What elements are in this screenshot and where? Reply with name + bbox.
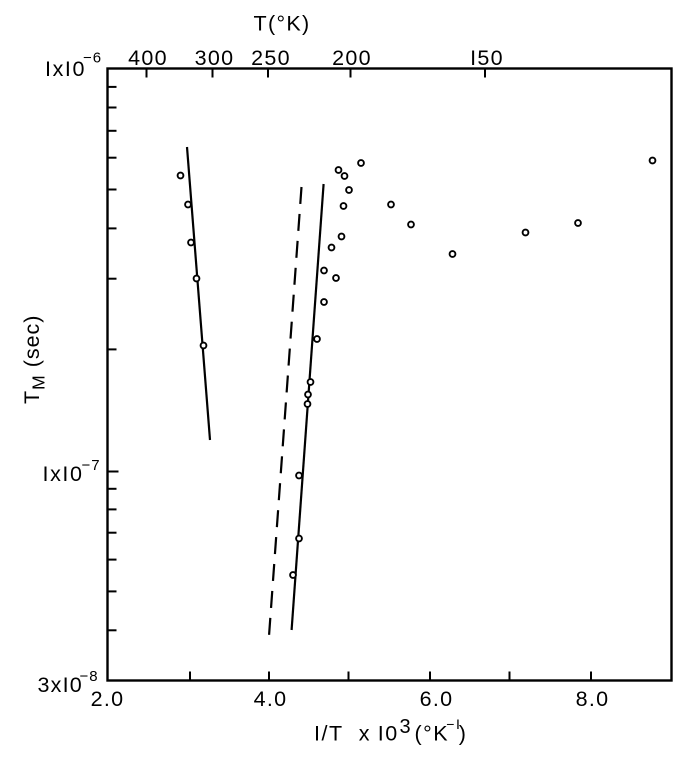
- svg-text:−8: −8: [80, 668, 99, 685]
- svg-text:T(°K): T(°K): [254, 12, 311, 36]
- svg-text:250: 250: [251, 46, 291, 70]
- svg-text:200: 200: [332, 46, 372, 70]
- svg-text:IxI0: IxI0: [43, 462, 84, 486]
- svg-text:2.0: 2.0: [91, 687, 125, 711]
- svg-text:8.0: 8.0: [576, 687, 610, 711]
- svg-text:−6: −6: [83, 50, 102, 67]
- svg-text:300: 300: [195, 46, 235, 70]
- svg-text:I50: I50: [470, 46, 504, 70]
- svg-text:4.0: 4.0: [254, 687, 288, 711]
- svg-text:3xI0: 3xI0: [38, 673, 83, 697]
- svg-text:400: 400: [128, 46, 168, 70]
- svg-text:−7: −7: [82, 457, 101, 474]
- svg-text:6.0: 6.0: [420, 687, 454, 711]
- svg-text:IxI0: IxI0: [45, 57, 86, 81]
